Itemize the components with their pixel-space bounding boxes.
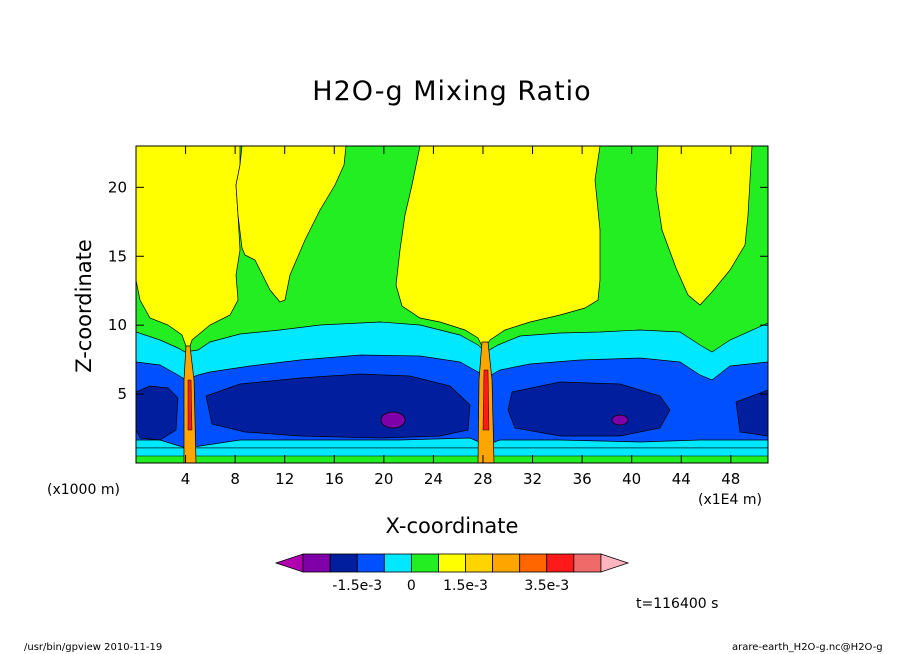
contour-navy-core-center — [205, 373, 471, 439]
y-axis-unit: (x1000 m) — [47, 482, 120, 498]
colorbar-max-arrow — [600, 553, 630, 573]
colorbar-label: -1.5e-3 — [332, 578, 382, 594]
colorbar-swatch — [302, 553, 331, 573]
contour-plume-middle-core — [482, 369, 490, 431]
footer-left: /usr/bin/gpview 2010-11-19 — [24, 642, 163, 653]
chart-title: H2O-g Mixing Ratio — [312, 76, 592, 107]
y-axis-ticks: 5 10 15 20 — [108, 178, 768, 403]
contour-fields — [136, 146, 768, 463]
contour-plume-left-core — [187, 379, 193, 431]
colorbar-swatch — [410, 553, 439, 573]
colorbar-label: 3.5e-3 — [524, 578, 569, 594]
x-tick-label: 40 — [622, 470, 641, 488]
x-tick-label: 44 — [672, 470, 691, 488]
x-tick-label: 16 — [325, 470, 344, 488]
x-tick-label: 48 — [721, 470, 740, 488]
x-tick-label: 24 — [424, 470, 443, 488]
contour-yellow-region-left-top — [150, 146, 347, 303]
contour-purple-min-2 — [611, 414, 629, 426]
colorbar-swatch — [492, 553, 521, 573]
colorbar-swatch — [356, 553, 385, 573]
x-tick-label: 8 — [230, 470, 240, 488]
time-label: t=116400 s — [636, 596, 719, 612]
x-tick-label: 20 — [374, 470, 393, 488]
x-tick-label: 36 — [573, 470, 592, 488]
colorbar: -1.5e-3 0 1.5e-3 3.5e-3 — [274, 553, 630, 594]
footer-right: arare-earth_H2O-g.nc@H2O-g — [732, 642, 883, 653]
colorbar-label: 0 — [407, 578, 416, 594]
contour-navy-core-far-right — [735, 389, 768, 437]
colorbar-swatch — [383, 553, 412, 573]
colorbar-min-arrow — [274, 553, 304, 573]
x-axis-ticks: 4 8 12 16 20 24 28 32 36 40 44 48 — [181, 146, 740, 488]
plot-frame — [135, 145, 769, 464]
colorbar-swatch — [519, 553, 548, 573]
colorbar-label: 1.5e-3 — [443, 578, 488, 594]
y-tick-label: 5 — [117, 385, 127, 403]
y-tick-label: 15 — [108, 247, 127, 265]
x-tick-label: 12 — [275, 470, 294, 488]
colorbar-swatch — [465, 553, 494, 573]
y-tick-label: 20 — [108, 178, 127, 196]
x-tick-label: 28 — [473, 470, 492, 488]
colorbar-swatch — [546, 553, 575, 573]
contour-navy-core-right — [507, 381, 671, 437]
colorbar-swatch — [329, 553, 358, 573]
x-tick-label: 32 — [523, 470, 542, 488]
x-tick-label: 4 — [181, 470, 191, 488]
y-tick-label: 10 — [108, 316, 127, 334]
contour-navy-core-left — [136, 385, 179, 441]
x-axis-unit: (x1E4 m) — [698, 492, 762, 508]
x-axis-title: X-coordinate — [385, 514, 519, 538]
contour-bottom-cyan — [136, 447, 768, 457]
y-axis-title: Z-coordinate — [72, 239, 96, 373]
colorbar-swatch — [573, 553, 602, 573]
contour-yellow-region-right — [655, 146, 753, 306]
colorbar-swatch — [438, 553, 466, 573]
contour-purple-min-1 — [380, 411, 406, 429]
